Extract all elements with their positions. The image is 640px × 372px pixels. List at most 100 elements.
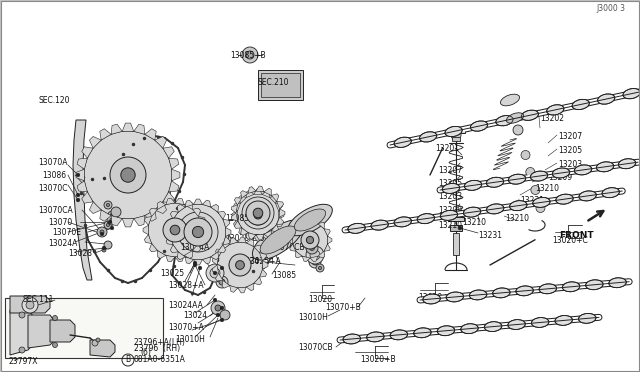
Ellipse shape xyxy=(446,292,463,302)
Ellipse shape xyxy=(420,132,436,142)
Circle shape xyxy=(220,266,224,270)
Ellipse shape xyxy=(509,201,527,211)
Polygon shape xyxy=(218,245,226,253)
Polygon shape xyxy=(310,256,318,262)
Polygon shape xyxy=(77,181,87,192)
Circle shape xyxy=(531,186,540,195)
Polygon shape xyxy=(111,216,122,226)
Polygon shape xyxy=(145,210,156,221)
Text: 13025: 13025 xyxy=(160,269,184,278)
Polygon shape xyxy=(10,310,38,355)
Ellipse shape xyxy=(602,187,620,198)
Ellipse shape xyxy=(532,198,550,208)
Text: B: B xyxy=(125,355,131,363)
Circle shape xyxy=(22,297,38,313)
Text: 081A0-6351A: 081A0-6351A xyxy=(134,355,186,363)
Circle shape xyxy=(110,226,114,230)
Text: 13210: 13210 xyxy=(462,218,486,227)
Circle shape xyxy=(19,312,25,318)
Text: 13205: 13205 xyxy=(558,145,582,154)
Text: 23797X: 23797X xyxy=(8,357,38,366)
Ellipse shape xyxy=(423,294,440,304)
Polygon shape xyxy=(256,186,264,192)
Polygon shape xyxy=(155,202,166,214)
Text: 13209: 13209 xyxy=(438,205,462,215)
Text: 13203: 13203 xyxy=(558,160,582,169)
Polygon shape xyxy=(202,225,207,235)
Circle shape xyxy=(301,231,319,249)
Ellipse shape xyxy=(371,220,388,230)
Text: 13085+A: 13085+A xyxy=(225,214,260,222)
Ellipse shape xyxy=(294,209,326,231)
Polygon shape xyxy=(145,129,156,140)
Polygon shape xyxy=(234,198,242,205)
Polygon shape xyxy=(169,181,179,192)
Ellipse shape xyxy=(367,332,384,342)
Polygon shape xyxy=(90,137,101,148)
Circle shape xyxy=(216,276,228,288)
Circle shape xyxy=(84,131,172,219)
Ellipse shape xyxy=(579,191,596,201)
Circle shape xyxy=(306,246,324,264)
Circle shape xyxy=(236,191,280,235)
Polygon shape xyxy=(324,244,330,251)
Polygon shape xyxy=(215,228,234,265)
Ellipse shape xyxy=(596,162,614,172)
Polygon shape xyxy=(271,225,279,232)
Circle shape xyxy=(96,338,100,342)
Ellipse shape xyxy=(618,159,636,169)
Circle shape xyxy=(170,225,180,235)
Polygon shape xyxy=(239,227,246,234)
Ellipse shape xyxy=(563,282,580,292)
Polygon shape xyxy=(150,145,172,200)
Circle shape xyxy=(206,264,224,282)
Ellipse shape xyxy=(579,314,596,323)
Bar xyxy=(261,73,300,97)
Circle shape xyxy=(310,250,320,260)
Text: (6): (6) xyxy=(140,349,151,357)
Circle shape xyxy=(110,157,146,193)
Circle shape xyxy=(216,313,220,317)
Polygon shape xyxy=(100,210,111,221)
Polygon shape xyxy=(122,219,134,227)
Ellipse shape xyxy=(417,214,435,224)
Polygon shape xyxy=(256,234,264,240)
Polygon shape xyxy=(276,201,284,209)
Ellipse shape xyxy=(493,288,510,298)
Text: 13231: 13231 xyxy=(478,231,502,240)
Ellipse shape xyxy=(586,280,603,290)
Text: 13070E: 13070E xyxy=(52,228,81,237)
Polygon shape xyxy=(278,211,284,219)
Polygon shape xyxy=(262,232,269,240)
Polygon shape xyxy=(218,211,226,219)
Polygon shape xyxy=(264,188,271,195)
Circle shape xyxy=(107,215,117,225)
Text: 13020: 13020 xyxy=(308,295,332,305)
Text: 13070+B: 13070+B xyxy=(325,304,361,312)
Polygon shape xyxy=(157,251,166,259)
Polygon shape xyxy=(262,261,268,269)
Ellipse shape xyxy=(609,278,627,288)
Text: 13201: 13201 xyxy=(435,144,459,153)
Circle shape xyxy=(210,268,220,278)
Polygon shape xyxy=(143,225,148,235)
Text: 13203: 13203 xyxy=(438,192,462,201)
Polygon shape xyxy=(238,237,246,243)
Polygon shape xyxy=(230,238,238,244)
Polygon shape xyxy=(177,204,186,212)
Circle shape xyxy=(310,246,314,250)
Polygon shape xyxy=(271,194,279,201)
Text: 13070+A: 13070+A xyxy=(168,324,204,333)
Polygon shape xyxy=(290,244,296,251)
Text: 13210: 13210 xyxy=(505,214,529,222)
Bar xyxy=(258,70,303,100)
Text: 13028: 13028 xyxy=(68,250,92,259)
Text: 13085: 13085 xyxy=(272,272,296,280)
Ellipse shape xyxy=(394,217,412,227)
Circle shape xyxy=(213,298,217,302)
Text: 13070CB: 13070CB xyxy=(270,244,305,253)
Ellipse shape xyxy=(470,121,488,131)
Circle shape xyxy=(52,315,58,321)
Polygon shape xyxy=(134,216,145,226)
Circle shape xyxy=(104,201,112,209)
